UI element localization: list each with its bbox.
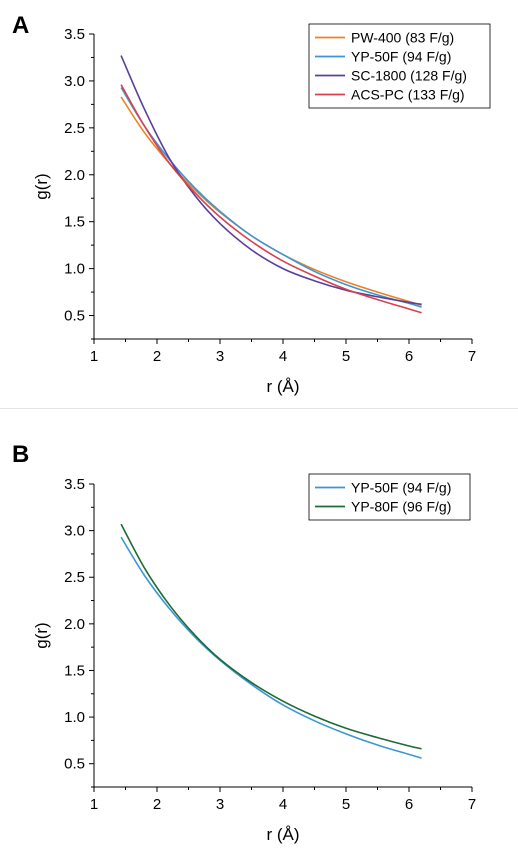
legend-box	[308, 473, 471, 521]
x-tick-label: 1	[90, 348, 98, 365]
legend-entry: PW-400 (83 F/g)	[351, 30, 454, 46]
legend-entry: YP-50F (94 F/g)	[351, 49, 451, 65]
y-tick-label: 2.5	[64, 569, 85, 586]
y-tick-label: 0.5	[64, 308, 85, 325]
panel-label: B	[12, 441, 29, 468]
y-tick-label: 0.5	[64, 756, 85, 773]
y-axis-title: g(r)	[32, 173, 51, 199]
x-tick-label: 6	[405, 796, 413, 813]
y-axis-title: g(r)	[32, 622, 51, 648]
legend-entry: YP-50F (94 F/g)	[351, 480, 451, 496]
series-line-1	[120, 536, 422, 759]
panel-divider	[0, 408, 518, 409]
x-tick-label: 5	[342, 348, 350, 365]
y-tick-label: 3.0	[64, 523, 85, 540]
series-line-4	[120, 84, 422, 314]
y-tick-label: 3.0	[64, 73, 85, 90]
y-tick-label: 2.5	[64, 120, 85, 137]
x-tick-label: 2	[153, 796, 161, 813]
y-tick-label: 3.5	[64, 476, 85, 493]
legend-entry: SC-1800 (128 F/g)	[351, 68, 467, 84]
x-tick-label: 5	[342, 796, 350, 813]
y-tick-label: 1.0	[64, 261, 85, 278]
chart-panel-a: A 1 2 3 4 5 6 7 0.5 1.0 1.5 2.0 2.5 3.0 3.5 r (Å) g(r) PW…	[12, 12, 491, 396]
x-tick-label: 3	[216, 348, 224, 365]
y-tick-label: 1.5	[64, 214, 85, 231]
x-tick-label: 4	[279, 348, 287, 365]
y-tick-label: 2.0	[64, 167, 85, 184]
legend-entry: ACS-PC (133 F/g)	[351, 87, 465, 103]
x-tick-label: 3	[216, 796, 224, 813]
x-tick-label: 4	[279, 796, 287, 813]
series-line-2	[120, 87, 422, 308]
x-tick-label: 2	[153, 348, 161, 365]
chart-panel-b: B 1 2 3 4 5 6 7 0.5 1.0 1.5 2.0 2.5 3.0 3.5 r (Å) g(r) YP…	[12, 441, 476, 844]
series-line-2	[120, 523, 422, 750]
series-line-3	[120, 55, 422, 306]
y-tick-label: 1.0	[64, 709, 85, 726]
x-axis-title: r (Å)	[266, 377, 299, 396]
y-tick-label: 1.5	[64, 662, 85, 679]
series-line-1	[120, 96, 422, 306]
x-tick-label: 6	[405, 348, 413, 365]
x-tick-label: 1	[90, 796, 98, 813]
y-tick-label: 3.5	[64, 26, 85, 43]
x-axis-title: r (Å)	[266, 825, 299, 844]
x-tick-label: 7	[468, 348, 476, 365]
legend-entry: YP-80F (96 F/g)	[351, 499, 451, 515]
x-tick-label: 7	[468, 796, 476, 813]
y-tick-label: 2.0	[64, 616, 85, 633]
panel-label: A	[12, 12, 29, 39]
